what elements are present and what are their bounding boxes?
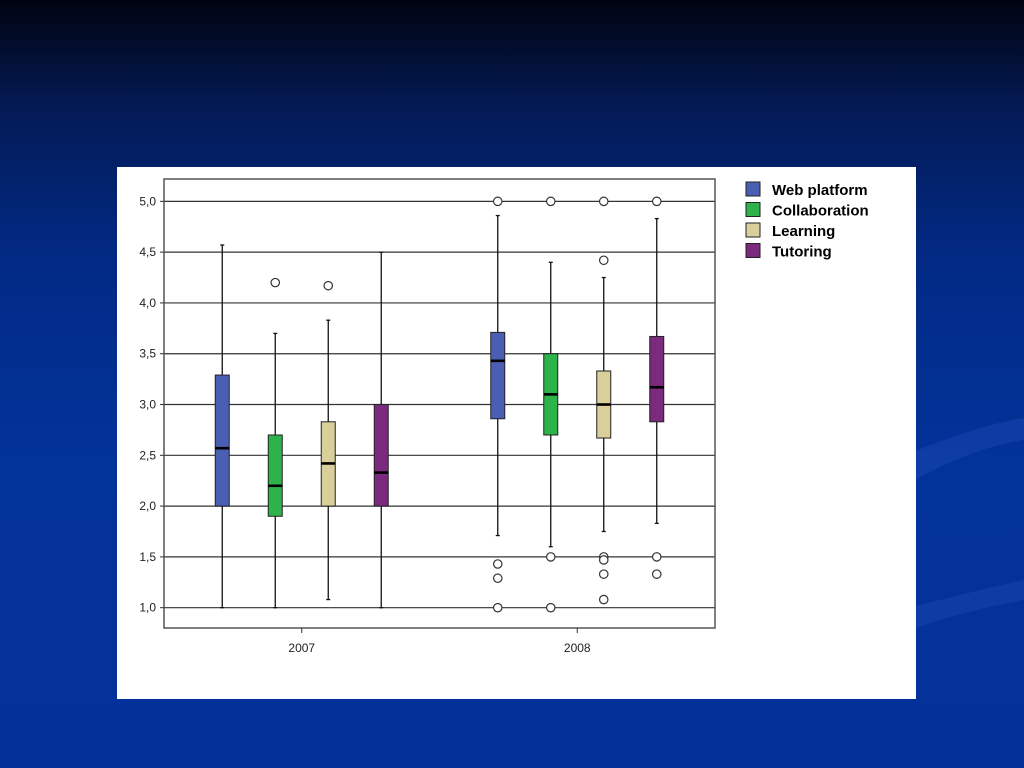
boxplot-group <box>214 244 230 609</box>
legend-swatch <box>745 181 761 197</box>
box-iqr <box>373 404 389 507</box>
box-iqr <box>649 335 665 423</box>
outlier-point <box>598 555 609 565</box>
outlier-point <box>651 196 662 207</box>
y-tick-label: 2,5 <box>139 448 156 462</box>
outlier-point <box>492 196 503 207</box>
legend-swatch <box>745 202 761 217</box>
y-tick-label: 1,0 <box>139 601 156 615</box>
boxplot-group <box>320 280 336 601</box>
outlier-point <box>651 552 662 562</box>
boxplot-group <box>373 251 389 609</box>
boxplot-group <box>649 196 665 579</box>
boxplot-chart: 1,0 1,5 2,0 2,5 3,0 3,5 4,0 4,5 5,0 2007 2008 Web … <box>139 178 869 655</box>
y-tick-label: 3,5 <box>139 347 156 361</box>
chart-panel: 1,0 1,5 2,0 2,5 3,0 3,5 4,0 4,5 5,0 2007 2008 Web … <box>117 167 916 699</box>
x-tick-label: 2008 <box>564 641 591 655</box>
y-tick-label: 3,0 <box>139 398 156 412</box>
outlier-point <box>545 602 556 613</box>
outlier-point <box>492 602 503 613</box>
legend-swatch <box>745 222 761 238</box>
outlier-point <box>545 552 556 562</box>
y-tick-label: 1,5 <box>139 550 156 564</box>
outlier-point <box>545 196 556 207</box>
boxplot-group <box>267 277 283 609</box>
box-iqr <box>490 331 506 420</box>
outlier-point <box>492 559 503 569</box>
boxplot-group <box>596 196 612 605</box>
legend-label: Learning <box>772 223 835 240</box>
outlier-point <box>598 569 609 579</box>
legend-swatch <box>745 243 761 258</box>
outlier-point <box>323 280 334 291</box>
outlier-point <box>492 573 503 584</box>
outlier-point <box>598 594 609 605</box>
plot-area-frame <box>163 178 716 629</box>
legend-label: Tutoring <box>772 244 832 261</box>
y-tick-label: 2,0 <box>139 499 156 513</box>
outlier-point <box>598 255 609 266</box>
outlier-point <box>598 196 609 207</box>
boxplot-group <box>543 196 559 613</box>
boxplot-group <box>490 196 506 613</box>
legend-label: Collaboration <box>772 203 869 220</box>
x-tick-label: 2007 <box>288 641 315 655</box>
outlier-point <box>651 569 662 579</box>
y-tick-label: 5,0 <box>139 194 156 208</box>
y-tick-label: 4,0 <box>139 296 156 310</box>
box-iqr <box>214 374 230 507</box>
legend-label: Web platform <box>772 182 868 199</box>
box-iqr <box>267 434 283 517</box>
outlier-point <box>270 277 281 288</box>
y-tick-label: 4,5 <box>139 245 156 259</box>
